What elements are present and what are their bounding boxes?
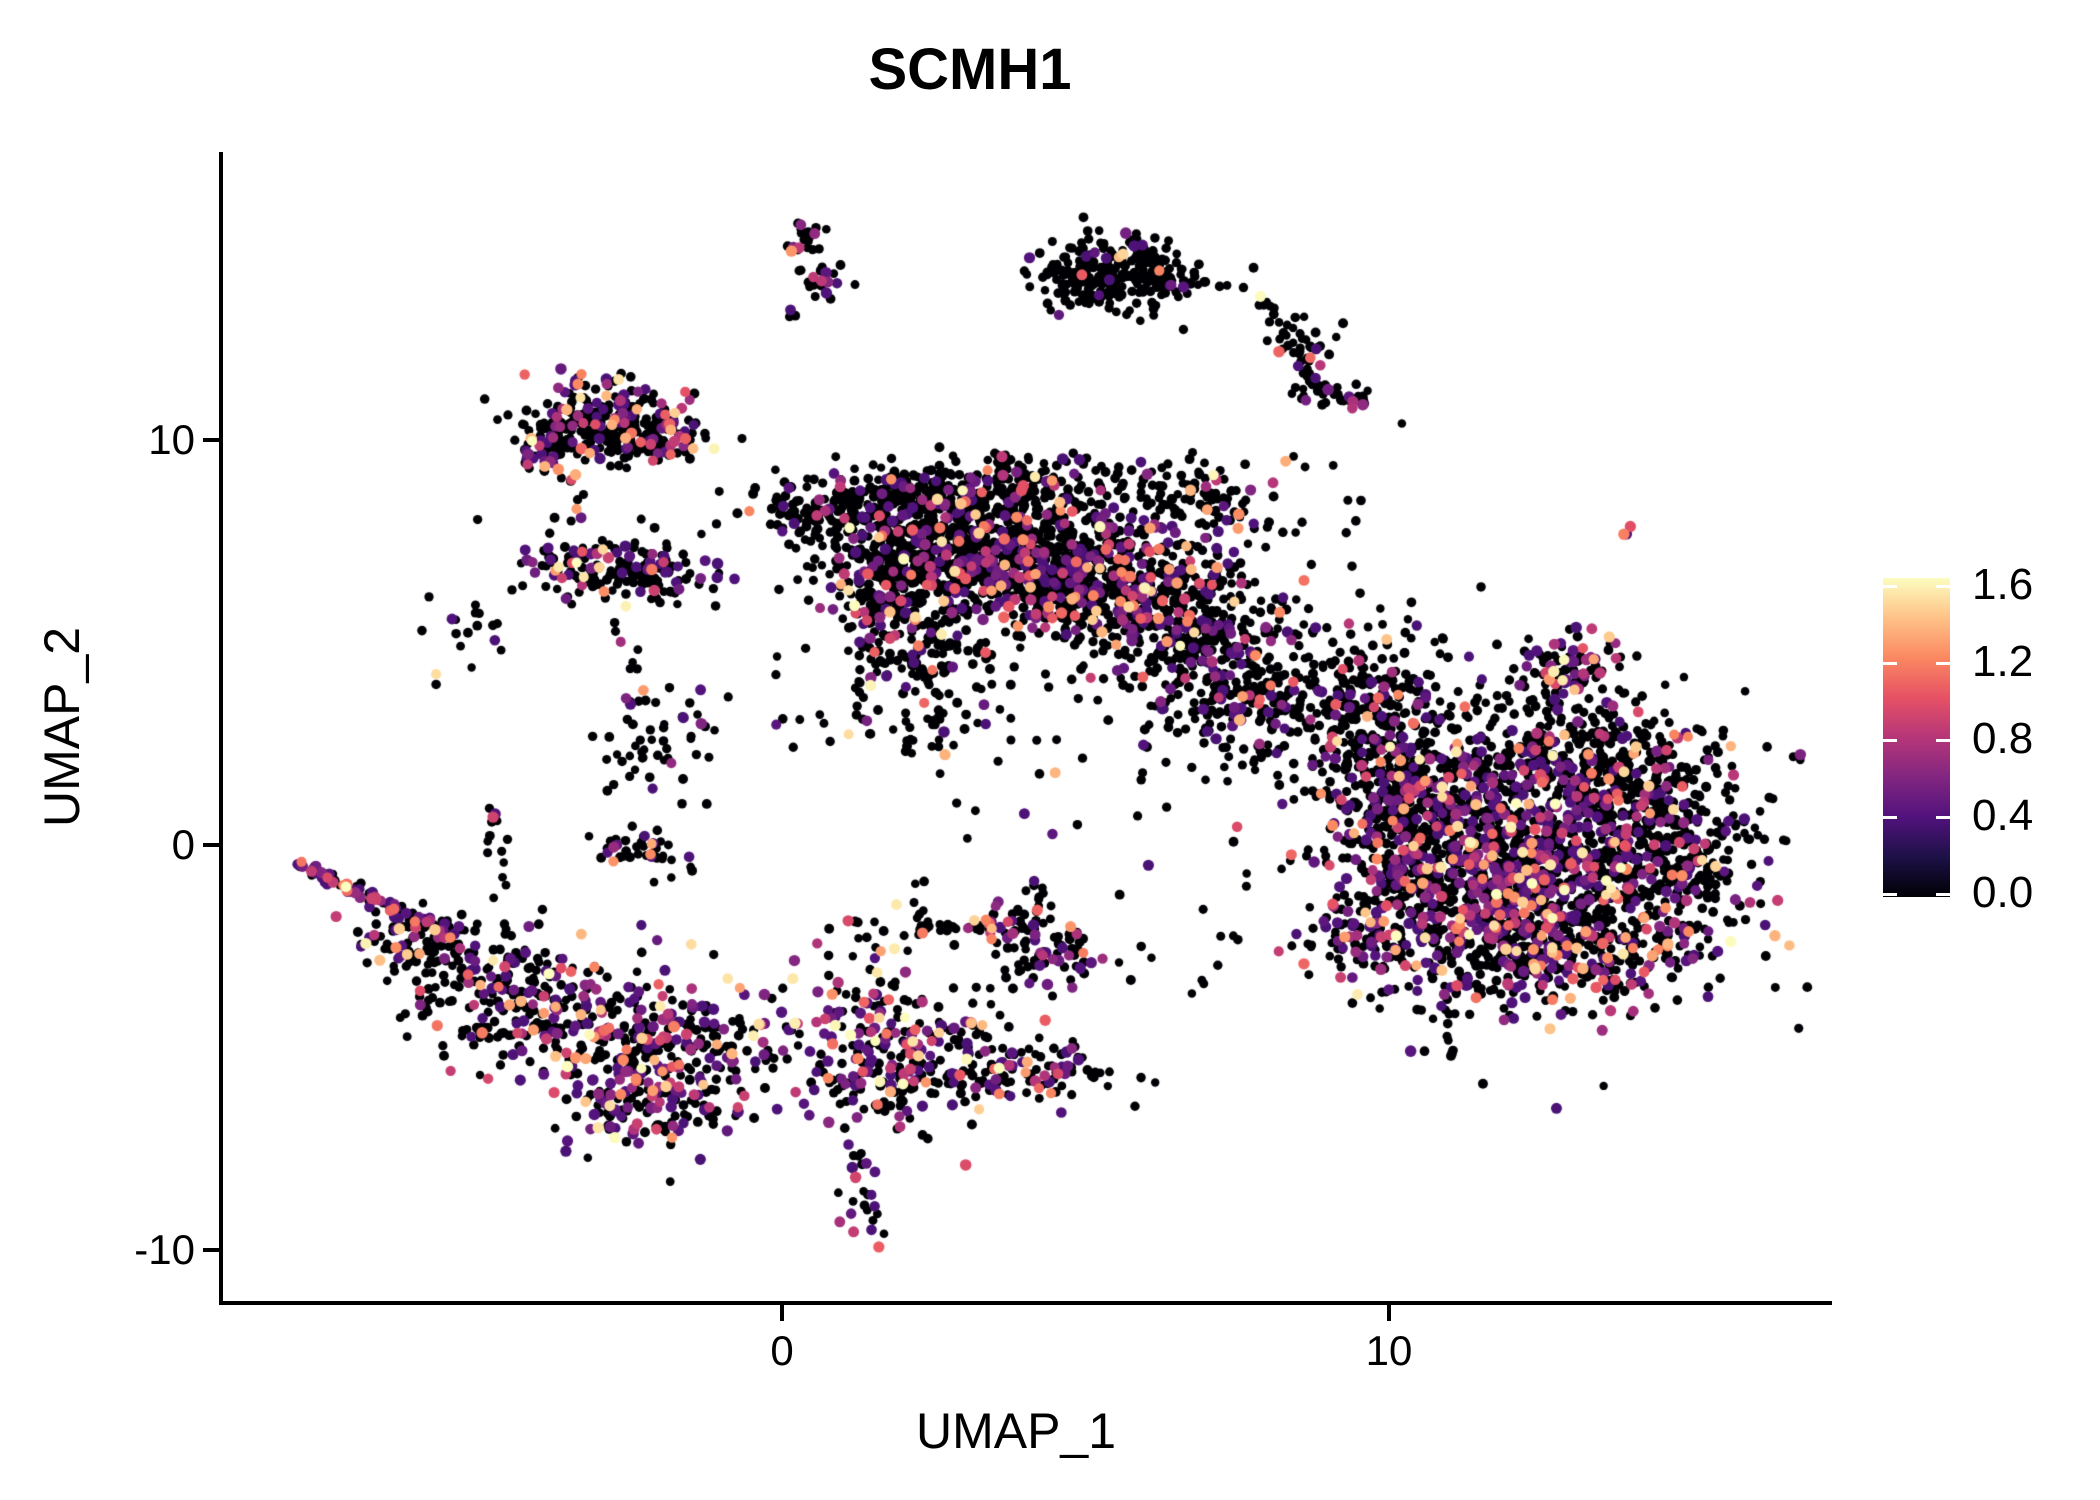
legend-colorbar xyxy=(1883,578,1950,897)
y-tick-label-neg10: -10 xyxy=(134,1226,195,1273)
colorbar-tick xyxy=(1883,585,1897,588)
colorbar-tick xyxy=(1936,739,1950,742)
plot-title: SCMH1 xyxy=(868,37,1072,102)
legend-label-0.4: 0.4 xyxy=(1972,791,2034,840)
legend-label-0.0: 0.0 xyxy=(1972,868,2034,917)
x-tick-label-0: 0 xyxy=(770,1327,794,1374)
y-tick-0 xyxy=(203,843,219,847)
colorbar-tick xyxy=(1883,893,1897,896)
y-axis-line xyxy=(219,152,223,1305)
x-axis-line xyxy=(219,1301,1832,1305)
legend-label-0.8: 0.8 xyxy=(1972,714,2034,763)
colorbar-tick xyxy=(1883,816,1897,819)
y-tick-label-0: 0 xyxy=(171,821,195,868)
x-tick-10 xyxy=(1387,1305,1391,1321)
legend-label-1.2: 1.2 xyxy=(1972,637,2034,686)
colorbar-tick xyxy=(1936,893,1950,896)
x-axis-title: UMAP_1 xyxy=(915,1403,1117,1459)
colorbar-tick xyxy=(1883,739,1897,742)
y-tick-neg10 xyxy=(203,1248,219,1252)
colorbar-tick xyxy=(1936,662,1950,665)
colorbar-tick xyxy=(1936,816,1950,819)
x-tick-label-10: 10 xyxy=(1365,1327,1413,1374)
y-tick-label-10: 10 xyxy=(148,416,195,463)
legend-label-1.6: 1.6 xyxy=(1972,560,2034,609)
colorbar-tick xyxy=(1883,662,1897,665)
y-axis-title: UMAP_2 xyxy=(34,626,90,828)
x-tick-0 xyxy=(780,1305,784,1321)
y-tick-10 xyxy=(203,438,219,442)
colorbar-tick xyxy=(1936,585,1950,588)
